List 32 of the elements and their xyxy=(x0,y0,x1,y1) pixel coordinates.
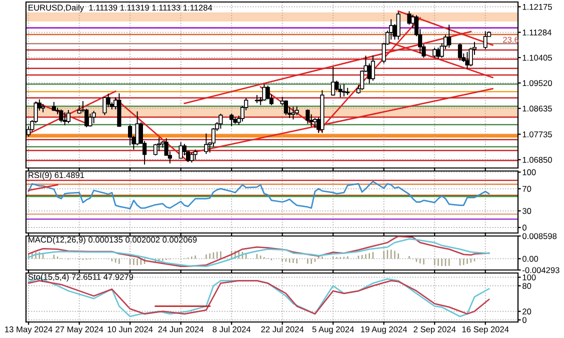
y-tick-label: 1.07735 xyxy=(522,131,552,138)
y-tick-label: 1.11284 xyxy=(522,30,552,36)
x-tick-label: 13 May 2024 xyxy=(5,326,52,334)
x-tick-label: 5 Aug 2024 xyxy=(312,326,354,334)
chart-title: RSI(9) 61.4891 xyxy=(28,172,84,180)
x-tick-label: 16 Sep 2024 xyxy=(462,326,509,334)
chart-title: EURUSD,Daily 1.11139 1.11319 1.11133 1.11284 xyxy=(28,4,212,12)
y-tick-label: 100 xyxy=(522,274,536,280)
y-tick-label: 1.10405 xyxy=(522,54,552,61)
y-tick-label: 70 xyxy=(522,186,532,192)
x-tick-label: 24 Jun 2024 xyxy=(158,326,204,332)
chart-title: MACD(12,26,9) 0.000135 0.002002 0.002069 xyxy=(28,236,197,244)
y-tick-label: 0 xyxy=(522,317,526,323)
y-tick-label: -0.004293 xyxy=(522,267,560,274)
x-tick-label: 27 May 2024 xyxy=(56,326,104,334)
y-tick-label: 30 xyxy=(522,208,532,214)
y-tick-label: 0.00 xyxy=(522,256,538,262)
x-tick-label: 2 Sep 2024 xyxy=(414,326,456,334)
x-tick-label: 19 Aug 2024 xyxy=(361,326,408,334)
y-tick-label: 1.08635 xyxy=(522,106,552,112)
x-tick-label: 22 Jul 2024 xyxy=(261,326,304,332)
chart-title: Sto(15,5,4) 72.6511 47.9279 xyxy=(28,274,134,282)
y-tick-label: 80 xyxy=(522,282,532,289)
y-tick-label: 100 xyxy=(522,169,536,176)
x-tick-label: 8 Jul 2024 xyxy=(212,326,251,332)
y-tick-label: 20 xyxy=(522,308,532,314)
y-tick-label: 1.06850 xyxy=(522,156,552,163)
y-tick-label: 1.09520 xyxy=(522,80,552,86)
y-tick-label: 0.008598 xyxy=(522,233,557,240)
y-tick-label: 0 xyxy=(522,224,526,231)
x-tick-label: 10 Jun 2024 xyxy=(108,326,153,332)
y-tick-label: 1.12175 xyxy=(522,4,552,10)
